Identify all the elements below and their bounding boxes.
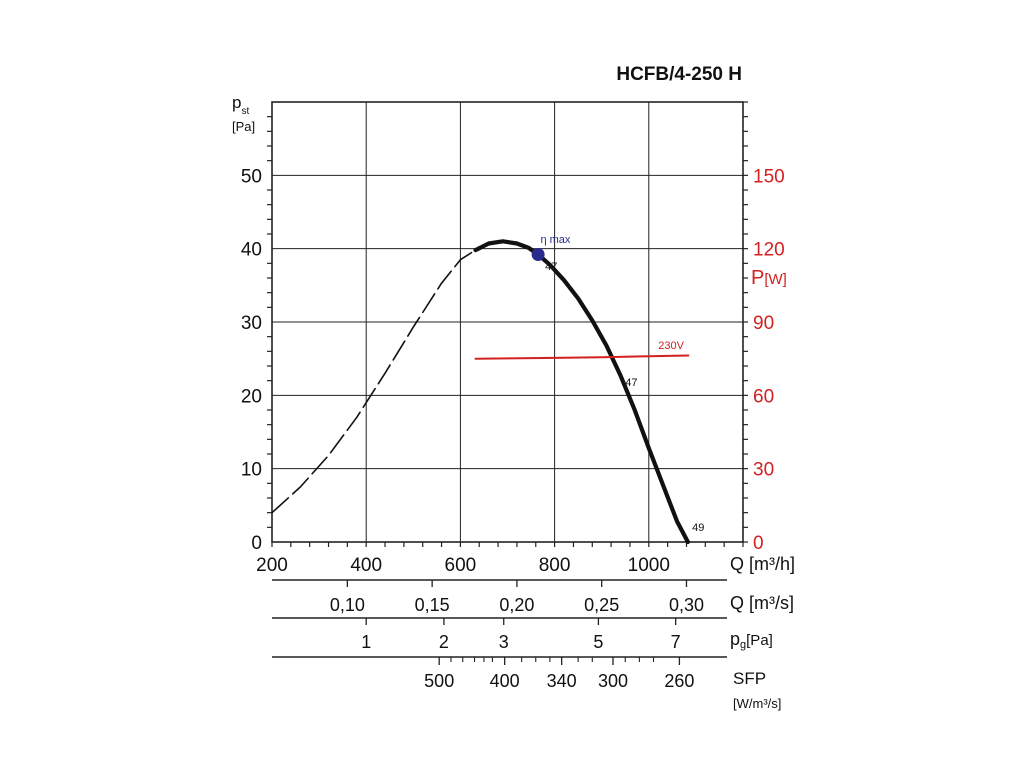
y-tick-label: 10 [241,460,262,481]
series-pressure-stable [473,239,691,545]
y2-axis-label: P[W] [751,267,787,289]
scale-tick-label: 400 [490,671,520,691]
x-tick-label: 800 [539,555,571,576]
scale-tick-label: 300 [598,671,628,691]
x-tick-label: 1000 [628,555,670,576]
series [271,239,691,545]
y-tick-label: 50 [241,166,262,187]
scale-sfp-unit: [W/m³/s] [733,696,781,711]
scale-q-m3s-label: Q [m³/s] [730,593,794,613]
x-tick-label: 200 [256,555,288,576]
scale-tick-label: 3 [499,632,509,652]
scale-tick-label: 0,20 [499,595,534,615]
x-tick-label: 600 [445,555,477,576]
y-tick-label: 30 [241,313,262,334]
grid [271,101,744,543]
annotation-label: 47 [625,377,637,389]
y2-axis-label-main: P [751,267,764,289]
y2-axis-unit: [W] [764,271,787,288]
y2-tick-label: 120 [753,240,785,261]
y-axis-ticks: 0 10 20 30 40 50 [241,166,262,554]
annotations: η max 47 47 49 230V [531,234,704,534]
annotation-label: η max [540,234,570,246]
scale-pg-label: pg[Pa] [730,629,773,651]
y2-axis-ticks: 0 30 60 90 120 150 [753,166,785,554]
secondary-scales: 0,10 0,15 0,20 0,25 0,30 1 2 3 5 7 500 400 340 300 260 [272,579,727,691]
scale-tick-label: 340 [547,671,577,691]
annotation-label: 47 [545,261,557,273]
y2-tick-label: 0 [753,533,764,554]
scale-tick-label: 0,15 [415,595,450,615]
scale-pg-label-main: p [730,629,740,649]
eta-max-marker [531,248,545,262]
scale-tick-label: 5 [593,632,603,652]
y2-tick-label: 150 [753,166,785,187]
series-label-230v: 230V [658,340,684,352]
y-tick-label: 40 [241,240,262,261]
chart-title: HCFB/4-250 H [616,64,742,85]
y-axis-label: pst [232,93,249,117]
y-axis-label-sub: st [241,106,249,117]
x-axis-label: Q [m³/h] [730,554,795,574]
scale-tick-label: 500 [424,671,454,691]
scale-tick-label: 260 [664,671,694,691]
y-axis-unit: [Pa] [232,119,255,134]
scale-tick-label: 7 [671,632,681,652]
y-tick-label: 20 [241,386,262,407]
minor-ticks [267,101,748,547]
y2-tick-label: 90 [753,313,774,334]
scale-tick-label: 2 [439,632,449,652]
scale-tick-label: 1 [361,632,371,652]
y2-tick-label: 60 [753,386,774,407]
scale-tick-label: 0,30 [669,595,704,615]
series-pressure-unstable [271,249,477,514]
scale-sfp-label: SFP [733,669,766,688]
scale-pg-label-sub: g [740,639,746,651]
scale-pg-unit: [Pa] [746,632,773,649]
x-axis-ticks: 200 400 600 800 1000 [256,555,670,576]
scale-tick-label: 0,10 [330,595,365,615]
y2-tick-label: 30 [753,460,774,481]
annotation-label: 49 [692,522,704,534]
y-axis-label-main: p [232,93,241,112]
series-230v [474,354,690,360]
scale-tick-label: 0,25 [584,595,619,615]
y-tick-label: 0 [251,533,262,554]
x-tick-label: 400 [350,555,382,576]
